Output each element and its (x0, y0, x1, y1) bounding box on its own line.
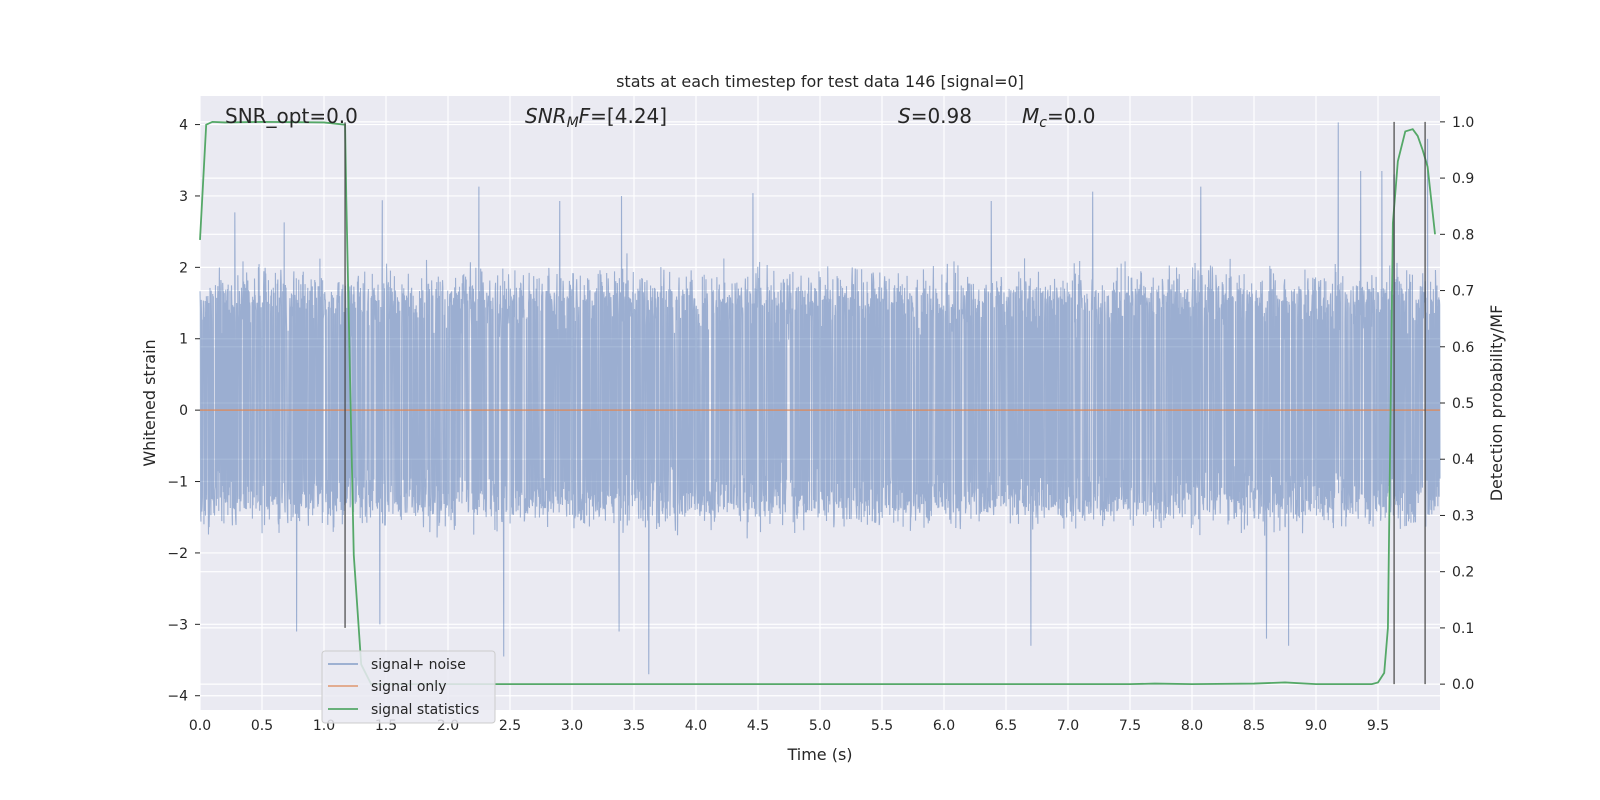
y-tick-label: 4 (179, 118, 188, 134)
x-tick-label: 6.5 (995, 718, 1017, 734)
y2-tick-label: 0.0 (1452, 677, 1474, 693)
legend: signal+ noise signal only signal statist… (321, 650, 496, 724)
x-tick-label: 8.5 (1243, 718, 1265, 734)
y2-tick-label: 0.2 (1452, 565, 1474, 581)
x-tick-label: 7.5 (1119, 718, 1141, 734)
x-tick-label: 6.0 (933, 718, 955, 734)
annotation-part: SNR_opt=0.0 (225, 104, 358, 128)
snr-opt-annotation: SNR_opt=0.0 (225, 104, 358, 128)
y2-tick-label: 0.4 (1452, 452, 1474, 468)
annotation-part: F (579, 104, 591, 128)
y2-tick-label: 0.5 (1452, 396, 1474, 412)
y2-tick-label: 1.0 (1452, 115, 1474, 131)
legend-label-signal: signal only (371, 679, 446, 695)
y2-axis-label: Detection probability/MF (1487, 305, 1506, 502)
x-tick-label: 9.0 (1305, 718, 1327, 734)
x-tick-label: 3.5 (623, 718, 645, 734)
annotation-part: S (898, 104, 911, 128)
y-axis-ticks: −4 −3 −2 −1 0 1 2 3 4 (167, 118, 200, 705)
y-tick-label: 0 (179, 403, 188, 419)
y-tick-label: −1 (167, 475, 188, 491)
x-tick-label: 4.0 (685, 718, 707, 734)
annotation-part: =[4.24] (590, 104, 667, 128)
annotation-part: SNR (525, 104, 567, 128)
x-tick-label: 0.0 (189, 718, 211, 734)
x-tick-label: 8.0 (1181, 718, 1203, 734)
x-tick-label: 4.5 (747, 718, 769, 734)
x-tick-label: 3.0 (561, 718, 583, 734)
y-tick-label: 3 (179, 189, 188, 205)
x-tick-label: 9.5 (1367, 718, 1389, 734)
x-tick-label: 5.0 (809, 718, 831, 734)
y2-tick-label: 0.3 (1452, 508, 1474, 524)
legend-label-noise: signal+ noise (371, 657, 466, 673)
signal-statistics-line (199, 120, 1436, 686)
chart-title: stats at each timestep for test data 146… (616, 72, 1024, 91)
vertical-markers (344, 121, 1426, 685)
annotation-part: =0.98 (911, 104, 972, 128)
y-tick-label: 1 (179, 332, 188, 348)
y-tick-label: −3 (167, 617, 188, 633)
y2-axis-ticks: 0.0 0.1 0.2 0.3 0.4 0.5 0.6 0.7 0.8 0.9 1.0 (1440, 115, 1474, 693)
x-axis-label: Time (s) (786, 745, 852, 764)
signal-noise-series (199, 122, 1441, 675)
mc-annotation: Mc=0.0 (1022, 104, 1096, 131)
x-tick-label: 5.5 (871, 718, 893, 734)
snr-mf-annotation: SNRMF=[4.24] (525, 104, 667, 131)
annotation-part: M (1022, 104, 1039, 128)
annotation-part: c (1039, 115, 1047, 131)
x-tick-label: 2.5 (499, 718, 521, 734)
y-tick-label: −2 (167, 546, 188, 562)
legend-label-statistics: signal statistics (371, 702, 479, 718)
y2-tick-label: 0.6 (1452, 340, 1474, 356)
y-axis-label: Whitened strain (140, 339, 159, 466)
y-tick-label: −4 (167, 689, 188, 705)
annotation-part: =0.0 (1047, 104, 1096, 128)
x-tick-label: 0.5 (251, 718, 273, 734)
s-annotation: S=0.98 (898, 104, 972, 128)
x-tick-label: 7.0 (1057, 718, 1079, 734)
signal-noise-line (199, 122, 1441, 675)
signal-statistics-series (199, 120, 1436, 686)
legend-box (321, 650, 496, 724)
y-tick-label: 2 (179, 260, 188, 276)
y2-tick-label: 0.7 (1452, 284, 1474, 300)
annotations: SNR_opt=0.0 SNRMF=[4.24] S=0.98 Mc=0.0 (225, 104, 1096, 131)
y2-tick-label: 0.8 (1452, 227, 1474, 243)
annotation-part: M (567, 115, 579, 131)
y2-tick-label: 0.9 (1452, 171, 1474, 187)
y2-tick-label: 0.1 (1452, 621, 1474, 637)
